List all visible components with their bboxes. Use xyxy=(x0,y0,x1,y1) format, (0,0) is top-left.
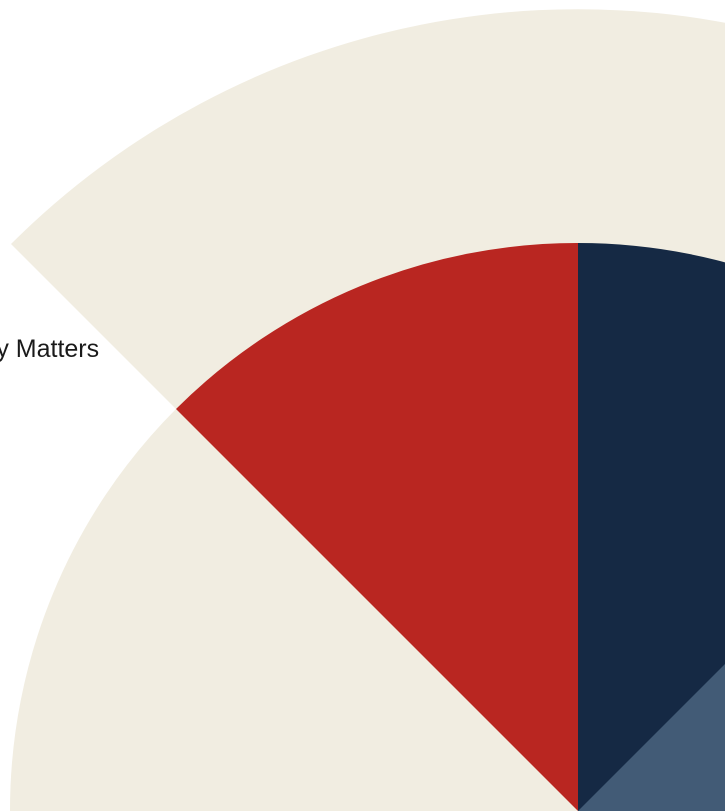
navy-sector xyxy=(578,243,725,811)
slate-wedge xyxy=(578,664,725,811)
caption-text: ry Matters xyxy=(0,335,100,363)
lower-cream-sector xyxy=(9,409,579,811)
red-sector xyxy=(176,242,578,811)
